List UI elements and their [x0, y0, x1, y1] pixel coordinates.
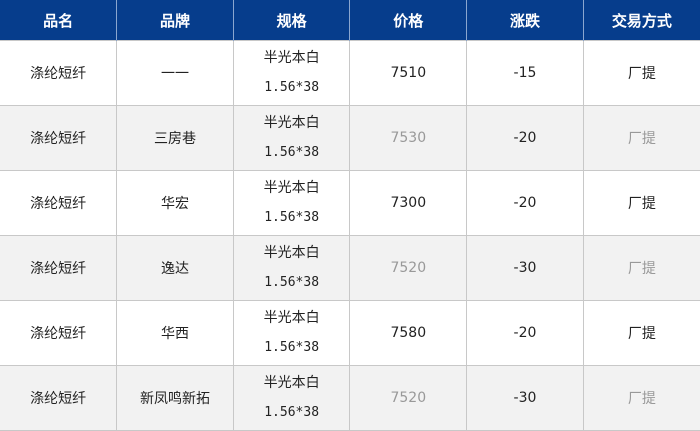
brand: 三房巷 — [116, 105, 234, 171]
change: -20 — [466, 105, 584, 171]
price: 7520 — [349, 365, 468, 431]
spec-size: 1.56*38 — [264, 340, 320, 355]
price: 7510 — [349, 40, 468, 106]
product-name: 涤纶短纤 — [0, 170, 118, 236]
trade-method: 厂提 — [582, 40, 700, 106]
price: 7520 — [349, 235, 468, 301]
table-row: 涤纶短纤 华西 半光本白 1.56*38 7580 -20 厂提 — [0, 300, 700, 366]
change: -15 — [466, 40, 584, 106]
spec-type: 半光本白 — [263, 180, 320, 196]
brand: 华宏 — [116, 170, 234, 236]
spec-type: 半光本白 — [263, 375, 320, 391]
spec-size: 1.56*38 — [264, 145, 320, 160]
price: 7530 — [349, 105, 468, 171]
change: -20 — [466, 170, 584, 236]
trade-method: 厂提 — [582, 300, 700, 366]
spec-size: 1.56*38 — [264, 80, 320, 95]
change: -20 — [466, 300, 584, 366]
table-row: 涤纶短纤 华宏 半光本白 1.56*38 7300 -20 厂提 — [0, 170, 700, 236]
table-header: 品名 品牌 规格 价格 涨跌 交易方式 — [0, 0, 700, 41]
spec-size: 1.56*38 — [264, 275, 320, 290]
product-name: 涤纶短纤 — [0, 40, 118, 106]
table-row: 涤纶短纤 一一 半光本白 1.56*38 7510 -15 厂提 — [0, 40, 700, 106]
column-header: 规格 — [233, 0, 351, 41]
brand: 华西 — [116, 300, 234, 366]
product-name: 涤纶短纤 — [0, 235, 118, 301]
product-name: 涤纶短纤 — [0, 365, 118, 431]
column-header: 涨跌 — [466, 0, 584, 41]
table-row: 涤纶短纤 三房巷 半光本白 1.56*38 7530 -20 厂提 — [0, 105, 700, 171]
trade-method: 厂提 — [582, 170, 700, 236]
column-header: 品牌 — [116, 0, 234, 41]
spec-type: 半光本白 — [263, 310, 320, 326]
spec: 半光本白 1.56*38 — [232, 105, 351, 171]
table-row: 涤纶短纤 新凤鸣新拓 半光本白 1.56*38 7520 -30 厂提 — [0, 365, 700, 431]
trade-method: 厂提 — [582, 365, 700, 431]
spec-type: 半光本白 — [263, 245, 320, 261]
brand: 新凤鸣新拓 — [116, 365, 234, 431]
spec-size: 1.56*38 — [264, 210, 320, 225]
spec-type: 半光本白 — [263, 115, 320, 131]
price: 7300 — [349, 170, 468, 236]
trade-method: 厂提 — [582, 235, 700, 301]
product-name: 涤纶短纤 — [0, 105, 118, 171]
trade-method: 厂提 — [582, 105, 700, 171]
change: -30 — [466, 235, 584, 301]
spec: 半光本白 1.56*38 — [232, 235, 351, 301]
spec: 半光本白 1.56*38 — [232, 170, 351, 236]
column-header: 价格 — [349, 0, 468, 41]
column-header: 交易方式 — [583, 0, 700, 41]
product-name: 涤纶短纤 — [0, 300, 118, 366]
spec: 半光本白 1.56*38 — [232, 365, 351, 431]
price: 7580 — [349, 300, 468, 366]
spec: 半光本白 1.56*38 — [232, 40, 351, 106]
spec-size: 1.56*38 — [264, 405, 320, 420]
change: -30 — [466, 365, 584, 431]
table-row: 涤纶短纤 逸达 半光本白 1.56*38 7520 -30 厂提 — [0, 235, 700, 301]
brand: 逸达 — [116, 235, 234, 301]
brand: 一一 — [116, 40, 234, 106]
spec-type: 半光本白 — [263, 50, 320, 66]
column-header: 品名 — [0, 0, 118, 41]
spec: 半光本白 1.56*38 — [232, 300, 351, 366]
